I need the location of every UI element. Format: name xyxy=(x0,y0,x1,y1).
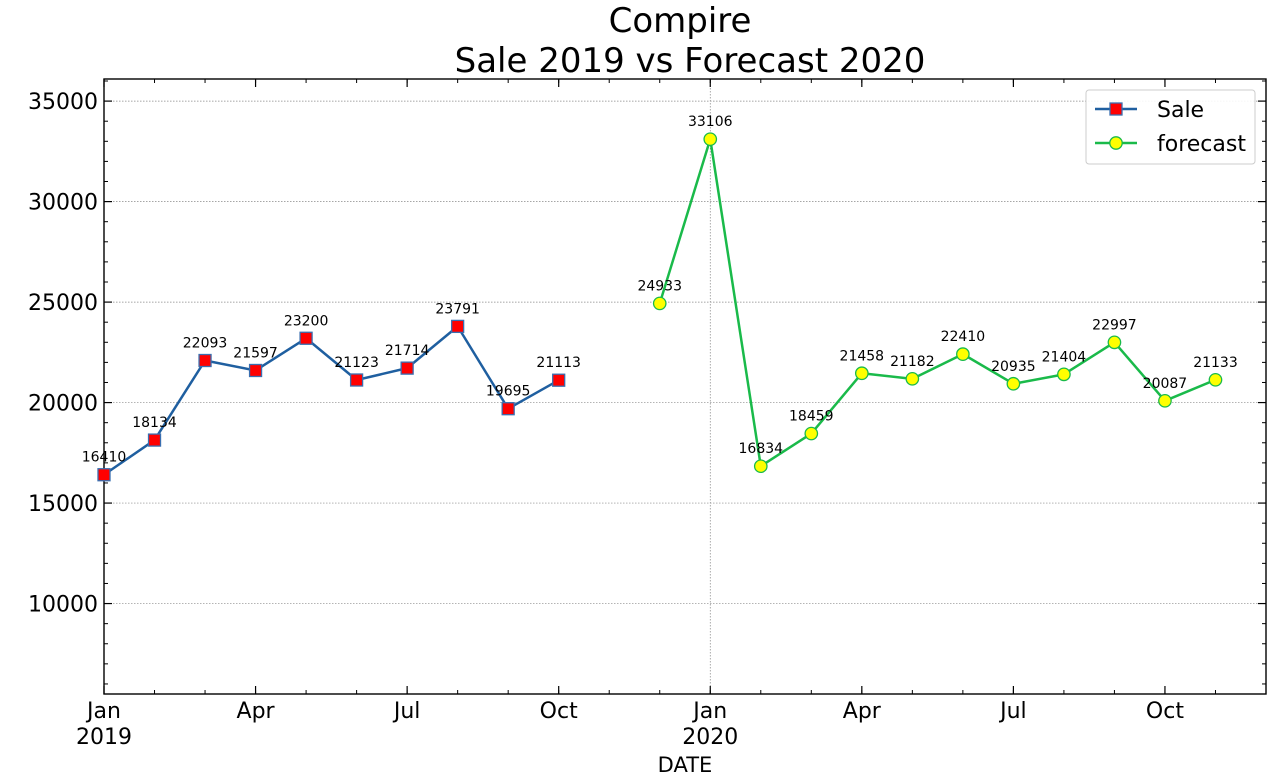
data-point xyxy=(854,366,869,381)
x-tick-label: Apr xyxy=(843,699,882,724)
y-tick-label: 20000 xyxy=(28,392,98,417)
data-label: 22093 xyxy=(183,336,228,352)
data-label: 23200 xyxy=(284,313,329,329)
data-label: 20087 xyxy=(1143,376,1188,392)
x-tick-label: Oct xyxy=(1146,699,1184,724)
data-label: 16410 xyxy=(82,450,127,466)
chart-title-line-1: Compire xyxy=(609,1,752,41)
y-tick-label: 25000 xyxy=(28,291,98,316)
series-forecast: 24933 33106 16834 18459 21458 21182 22410 20935… xyxy=(637,114,1238,474)
legend: Sale forecast xyxy=(1085,89,1256,165)
data-point xyxy=(198,353,212,368)
series-line xyxy=(103,325,560,476)
data-label: 18459 xyxy=(789,409,834,425)
data-point xyxy=(703,132,718,147)
data-point xyxy=(552,373,566,387)
data-point xyxy=(248,363,263,378)
data-label: 24933 xyxy=(637,278,682,294)
data-point xyxy=(804,426,819,441)
legend-marker xyxy=(1109,102,1123,116)
data-label: 21123 xyxy=(334,355,379,371)
data-point xyxy=(1057,367,1071,382)
y-tick-label: 15000 xyxy=(28,492,98,517)
series-sale: 16410 18134 22093 21597 23200 21123 21714 23791… xyxy=(82,301,581,482)
data-label: 21182 xyxy=(890,354,935,370)
data-point xyxy=(349,373,364,387)
chart-title-line-2: Sale 2019 vs Forecast 2020 xyxy=(455,41,926,81)
data-label: 22997 xyxy=(1092,317,1137,333)
grid-lines xyxy=(103,79,1266,694)
data-label: 33106 xyxy=(688,114,733,130)
y-tick-label: 35000 xyxy=(28,90,98,115)
y-tick-label: 10000 xyxy=(28,593,98,618)
x-tick-label: Jul xyxy=(392,699,421,724)
data-label: 23791 xyxy=(435,301,480,317)
series-layer: 16410 18134 22093 21597 23200 21123 21714 23791… xyxy=(82,114,1238,482)
plot-area-frame xyxy=(103,78,1267,695)
x-tick-year-label: 2020 xyxy=(682,725,738,750)
data-point xyxy=(1208,372,1223,387)
data-label: 18134 xyxy=(132,415,177,431)
data-label: 21404 xyxy=(1042,349,1087,365)
data-label: 21113 xyxy=(536,355,581,371)
data-label: 21597 xyxy=(233,345,278,361)
x-tick-label: Jan xyxy=(691,699,727,724)
data-point xyxy=(1158,393,1172,408)
data-point xyxy=(451,319,465,334)
data-point xyxy=(501,402,515,416)
data-point xyxy=(299,331,313,345)
data-point xyxy=(1107,335,1122,350)
data-label: 20935 xyxy=(991,359,1036,375)
data-point xyxy=(97,468,111,482)
y-tick-label: 30000 xyxy=(28,191,98,216)
x-axis-label: DATE xyxy=(658,753,713,777)
data-point xyxy=(652,296,667,311)
data-label: 19695 xyxy=(486,384,531,400)
data-point xyxy=(147,433,162,447)
data-label: 21458 xyxy=(840,348,885,364)
series-line xyxy=(658,137,1216,468)
data-point xyxy=(1006,376,1021,391)
axis-ticks: 100001500020000250003000035000Jan2019Apr… xyxy=(28,79,1267,750)
data-label: 22410 xyxy=(941,329,986,345)
x-tick-label: Jan xyxy=(85,699,121,724)
x-tick-year-label: 2019 xyxy=(76,725,132,750)
x-tick-label: Apr xyxy=(237,699,276,724)
data-label: 21714 xyxy=(385,343,430,359)
legend-marker xyxy=(1109,136,1123,150)
data-point xyxy=(400,361,414,375)
data-point xyxy=(905,371,920,386)
x-tick-label: Jul xyxy=(998,699,1027,724)
legend-label: forecast xyxy=(1157,132,1246,157)
data-label: 16834 xyxy=(739,441,784,457)
legend-label: Sale xyxy=(1157,98,1204,123)
data-point xyxy=(956,347,970,361)
data-label: 21133 xyxy=(1193,355,1238,371)
data-point xyxy=(753,459,768,474)
x-tick-label: Oct xyxy=(540,699,578,724)
